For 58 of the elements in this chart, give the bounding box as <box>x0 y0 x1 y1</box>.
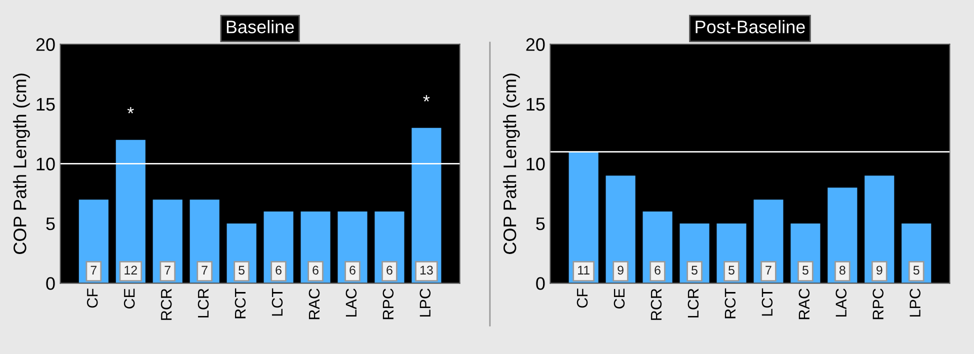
data-label: 6 <box>350 266 356 275</box>
x-tick-label: CE <box>614 288 625 309</box>
x-tick-label: RCT <box>234 288 246 318</box>
data-label: 6 <box>386 266 392 275</box>
y-tick-label: 0 <box>536 277 545 290</box>
data-label: 7 <box>90 266 97 274</box>
x-tick-label: LCT <box>272 288 283 316</box>
x-tick-label: RPC <box>872 288 884 320</box>
x-tick-label: LPC <box>910 288 920 317</box>
data-label: 7 <box>164 266 170 274</box>
y-axis-title: COP Path Length (cm) <box>502 74 520 254</box>
x-tick-label: RPC <box>382 288 394 320</box>
bar <box>864 176 894 284</box>
chart-title: Post-Baseline <box>696 20 805 34</box>
chart-title: Baseline <box>226 20 294 34</box>
data-label: 11 <box>578 266 590 274</box>
y-tick-label: 0 <box>46 277 55 290</box>
y-axis-title: COP Path Length (cm) <box>13 74 30 254</box>
x-tick-label: CF <box>86 288 98 308</box>
data-label: 5 <box>728 266 734 275</box>
x-tick-label: RAC <box>308 288 320 320</box>
data-label: 6 <box>654 266 660 275</box>
y-tick-label: 5 <box>536 218 545 230</box>
data-label: 5 <box>802 266 808 275</box>
x-tick-label: LCR <box>688 288 699 318</box>
data-label: 13 <box>420 266 433 275</box>
y-tick-label: 15 <box>36 98 55 111</box>
y-tick-label: 20 <box>526 38 545 51</box>
y-tick-label: 10 <box>36 158 55 170</box>
x-tick-label: LCR <box>198 288 209 318</box>
data-label: 6 <box>276 266 282 275</box>
data-label: 5 <box>692 266 698 275</box>
data-label: 9 <box>876 266 882 275</box>
x-tick-label: LAC <box>836 288 847 317</box>
y-tick-label: 10 <box>526 158 545 170</box>
x-tick-label: RCT <box>724 288 736 318</box>
data-label: 6 <box>312 266 318 275</box>
x-tick-label: LPC <box>420 288 431 317</box>
data-label: 7 <box>202 266 208 274</box>
y-tick-label: 15 <box>526 98 545 111</box>
data-label: 7 <box>766 266 772 274</box>
x-tick-label: CF <box>576 288 588 308</box>
data-label: 12 <box>124 266 137 274</box>
annotation: * <box>127 107 134 114</box>
data-label: 9 <box>618 266 624 275</box>
data-label: 8 <box>839 266 846 275</box>
y-tick-label: 5 <box>46 218 55 230</box>
data-label: 5 <box>913 266 920 275</box>
data-label: 5 <box>238 266 245 275</box>
x-tick-label: CE <box>124 288 135 309</box>
x-tick-label: LCT <box>762 288 773 316</box>
x-tick-label: RAC <box>798 288 810 320</box>
x-tick-label: RCR <box>160 288 172 320</box>
annotation: * <box>423 95 430 102</box>
x-tick-label: RCR <box>650 288 662 320</box>
bar <box>606 176 636 284</box>
y-tick-label: 20 <box>36 38 55 51</box>
x-tick-label: LAC <box>346 288 357 317</box>
